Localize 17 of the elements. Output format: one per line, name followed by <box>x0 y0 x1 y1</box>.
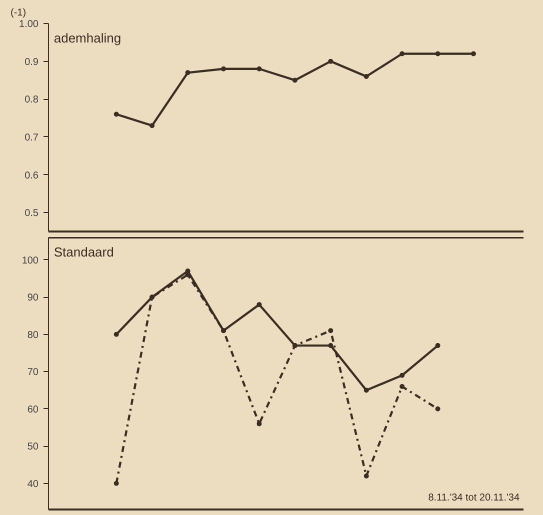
text: ademhaling <box>54 30 122 46</box>
y-tick-label: 60 <box>27 404 39 416</box>
y-tick-label: 0.6 <box>24 170 39 182</box>
y-axis-title: (-1) <box>10 8 26 18</box>
annotation: 8.11.'34 tot 20.11.'34 <box>428 492 520 504</box>
y-tick-label: 0.7 <box>24 132 39 144</box>
y-tick-label: 40 <box>27 478 39 490</box>
y-tick-label: 50 <box>27 442 39 453</box>
y-tick-label: 100 <box>22 255 39 266</box>
y-tick-label: 70 <box>27 367 39 378</box>
text: Standaard <box>54 244 114 260</box>
y-tick-label: 0.5 <box>24 208 39 220</box>
y-tick-label: 80 <box>27 330 39 341</box>
y-tick-label: 0.8 <box>24 94 39 106</box>
y-tick-label: 0.9 <box>24 56 39 68</box>
y-tick-label: 90 <box>27 292 39 304</box>
y-tick-label: 1.00 <box>19 19 39 30</box>
